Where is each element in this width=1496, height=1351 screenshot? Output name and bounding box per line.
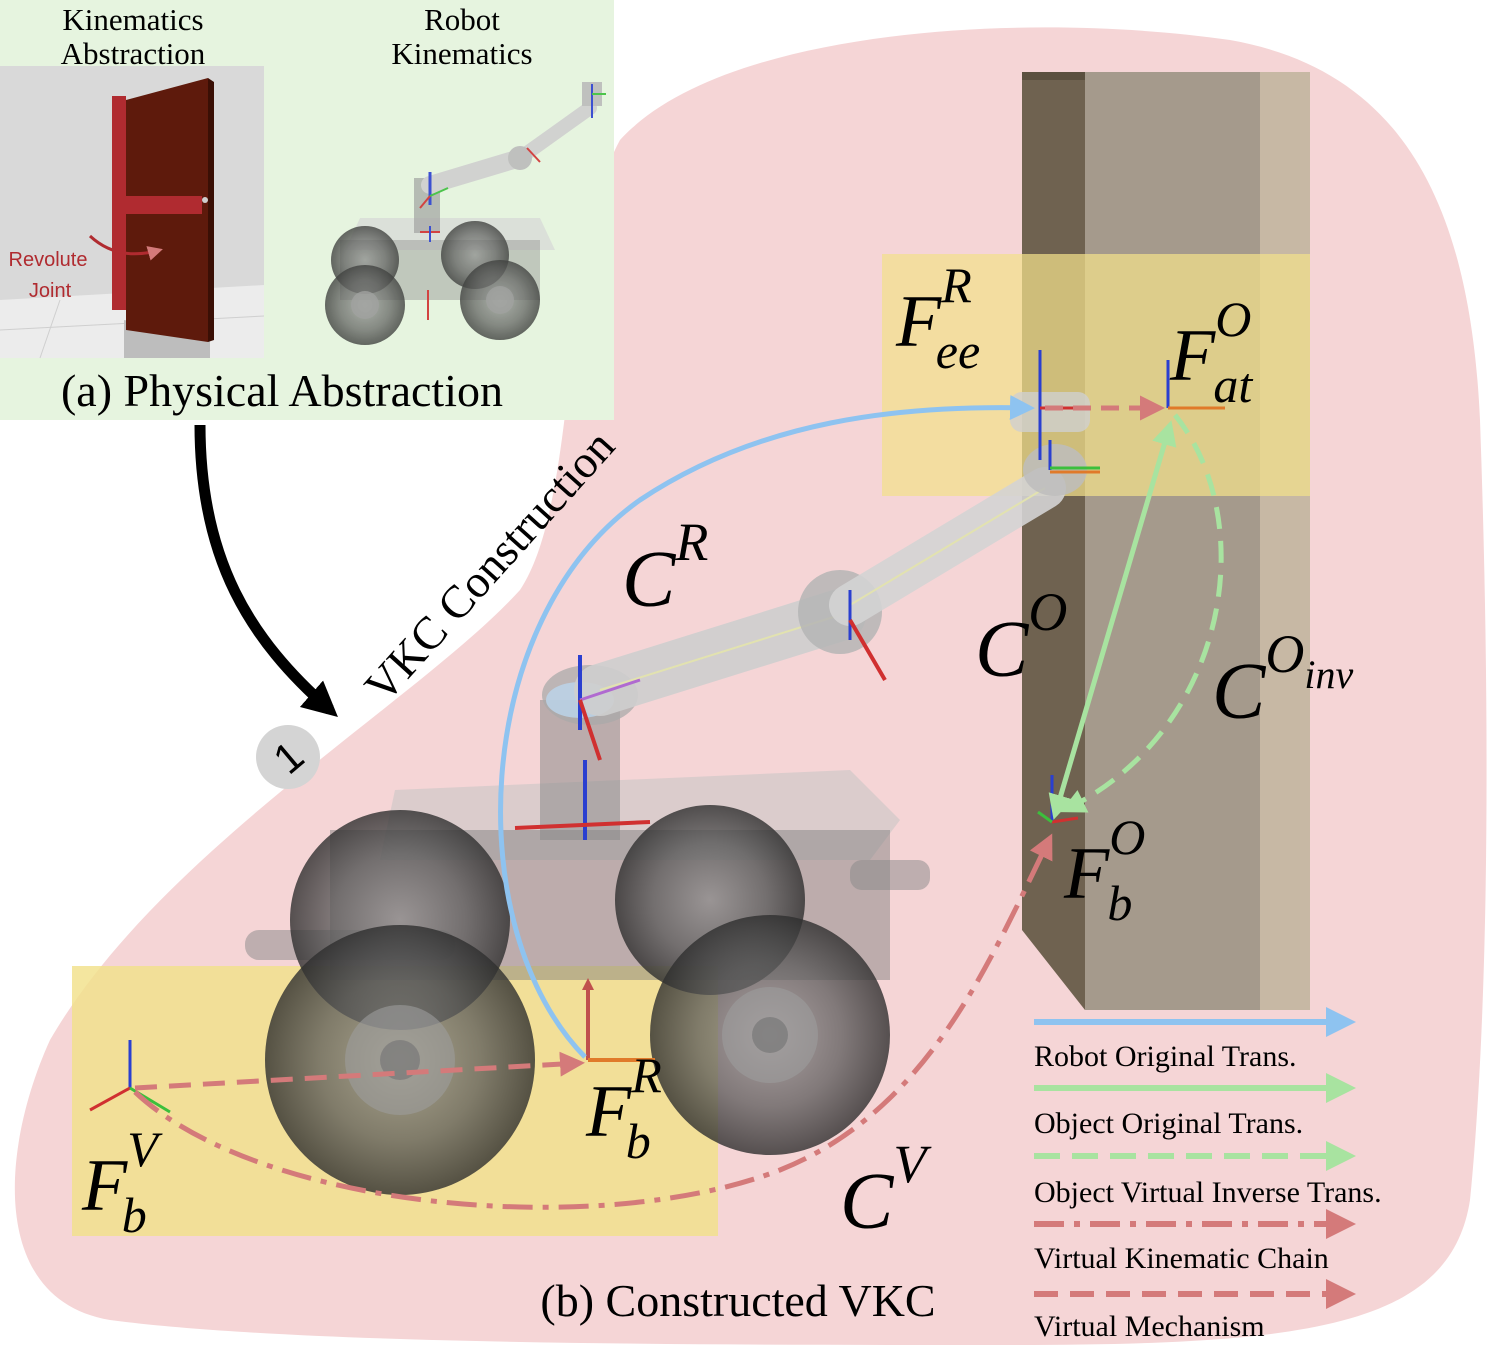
C-V-sup: V <box>893 1134 932 1194</box>
kinematics-abstraction-label-line1: Kinematics <box>62 2 203 37</box>
robot-original-trans-arrow <box>498 395 1035 1059</box>
legend-label-robot-original: Robot Original Trans. <box>1034 1040 1297 1073</box>
F-at-O-sup: O <box>1215 291 1251 347</box>
label-C-O-inv: COinv <box>1212 624 1353 736</box>
F-b-O-sup: O <box>1109 809 1145 865</box>
F-b-R-sub: b <box>626 1113 651 1169</box>
F-ee-R-sup: R <box>940 257 972 313</box>
label-F-ee-R: FR ee <box>895 257 980 379</box>
label-C-O: CO <box>975 582 1067 694</box>
virtual-kinematic-chain-arrow <box>133 833 1053 1210</box>
F-ee-R-sub: ee <box>936 323 980 379</box>
robot-kinematics-thumbnail <box>325 82 606 345</box>
label-F-b-V: FV b <box>81 1121 163 1243</box>
panel-b-caption: (b) Constructed VKC <box>540 1275 935 1326</box>
revolute-joint-arrow <box>88 234 163 261</box>
door-scene <box>0 66 265 359</box>
label-C-R: CR <box>622 512 708 624</box>
F-at-O-base: F <box>1169 315 1216 397</box>
F-b-V-sup: V <box>127 1121 163 1177</box>
object-virtual-inverse-trans-arrow <box>1060 413 1224 813</box>
kinematics-abstraction-label-line2: Abstraction <box>61 36 206 71</box>
legend-label-virtual-mechanism: Virtual Mechanism <box>1034 1310 1265 1343</box>
C-O-base: C <box>975 606 1030 694</box>
robot-kinematics-label-line1: Robot <box>424 2 500 37</box>
legend-label-virtual-kinematic-chain: Virtual Kinematic Chain <box>1034 1242 1329 1275</box>
object-original-trans-arrow <box>1048 420 1177 820</box>
C-O-sup: O <box>1028 582 1067 642</box>
C-R-sup: R <box>674 512 708 572</box>
vkc-construction-arrow <box>194 424 338 717</box>
label-F-at-O: FO at <box>1169 291 1253 413</box>
revolute-joint-label-line1: Revolute <box>9 249 88 271</box>
label-F-b-O: FO b <box>1063 809 1145 931</box>
mobile-manipulator <box>245 392 1100 1195</box>
label-F-b-R: FR b <box>585 1047 662 1169</box>
legend-label-object-original: Object Original Trans. <box>1034 1107 1303 1140</box>
revolute-joint-label-line2: Joint <box>29 280 72 302</box>
robot-kinematics-label-line2: Kinematics <box>391 36 532 71</box>
legend: Robot Original Trans. Object Original Tr… <box>1034 1007 1382 1343</box>
legend-label-object-virtual-inverse: Object Virtual Inverse Trans. <box>1034 1176 1382 1209</box>
C-V-base: C <box>840 1158 895 1246</box>
F-b-V-sub: b <box>122 1187 147 1243</box>
F-b-V-base: F <box>81 1145 128 1227</box>
label-C-V: CV <box>840 1134 932 1246</box>
panel-a-caption: (a) Physical Abstraction <box>61 365 503 416</box>
frame-F-b-R-axes <box>582 978 655 1062</box>
C-R-base: C <box>622 536 677 624</box>
F-b-O-base: F <box>1063 833 1110 915</box>
F-b-R-sup: R <box>630 1047 662 1103</box>
virtual-mechanism-base-arrow <box>134 1051 585 1091</box>
C-O-inv-base: C <box>1212 648 1267 736</box>
F-b-R-base: F <box>585 1071 632 1153</box>
F-at-O-sub: at <box>1213 357 1253 413</box>
F-b-O-sub: b <box>1107 875 1132 931</box>
C-O-inv-sup: O <box>1265 624 1304 684</box>
F-ee-R-base: F <box>895 281 942 363</box>
step-number-badge <box>256 725 320 789</box>
frame-F-at-O-axes <box>1166 360 1225 410</box>
C-O-inv-supsub: inv <box>1304 652 1353 697</box>
